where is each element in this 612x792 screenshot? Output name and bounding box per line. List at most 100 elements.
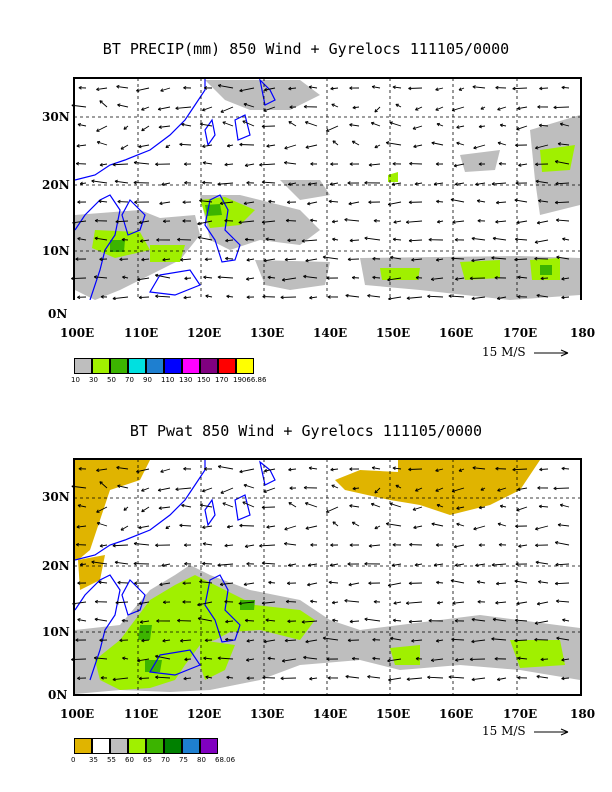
wind-arrow-icon bbox=[305, 144, 318, 149]
wind-arrow-icon bbox=[372, 467, 381, 470]
wind-arrowhead-icon bbox=[412, 126, 417, 130]
wind-arrow-icon bbox=[344, 600, 360, 603]
wind-arrowhead-icon bbox=[309, 295, 313, 300]
wind-arrowhead-icon bbox=[390, 255, 394, 260]
wind-arrowhead-icon bbox=[219, 201, 224, 206]
wind-arrow-icon bbox=[478, 125, 486, 128]
wind-arrow-icon bbox=[181, 123, 192, 127]
wind-arrowhead-icon bbox=[392, 237, 397, 242]
panel1-title: BT PRECIP(mm) 850 Wind + Gyrelocs 111105… bbox=[102, 40, 510, 58]
panel2-scale-arrow-icon bbox=[534, 728, 569, 736]
wind-arrowhead-icon bbox=[184, 657, 188, 662]
wind-arrow-icon bbox=[158, 125, 171, 128]
wind-arrowhead-icon bbox=[516, 601, 520, 606]
wind-arrow-icon bbox=[348, 582, 360, 586]
wind-arrow-icon bbox=[202, 144, 213, 147]
wind-arrow-icon bbox=[539, 124, 549, 127]
wind-arrowhead-icon bbox=[244, 237, 249, 242]
wind-arrowhead-icon bbox=[138, 676, 142, 681]
wind-arrow-icon bbox=[515, 619, 528, 622]
wind-arrow-icon bbox=[455, 658, 465, 661]
wind-arrow-icon bbox=[217, 657, 234, 660]
wind-arrowhead-icon bbox=[349, 504, 353, 508]
wind-arrowhead-icon bbox=[141, 127, 145, 132]
wind-arrow-icon bbox=[141, 106, 150, 111]
wind-arrowhead-icon bbox=[331, 219, 336, 224]
wind-arrowhead-icon bbox=[305, 526, 309, 530]
wind-arrowhead-icon bbox=[480, 487, 484, 491]
wind-arrowhead-icon bbox=[561, 466, 565, 471]
wind-arrowhead-icon bbox=[499, 504, 504, 509]
wind-arrow-icon bbox=[141, 639, 150, 642]
wind-arrow-icon bbox=[456, 125, 465, 128]
wind-arrowhead-icon bbox=[243, 102, 247, 107]
wind-arrowhead-icon bbox=[512, 86, 516, 91]
wind-arrow-icon bbox=[98, 200, 108, 203]
wind-arrow-icon bbox=[160, 87, 171, 92]
wind-arrowhead-icon bbox=[329, 182, 333, 186]
wind-arrowhead-icon bbox=[204, 257, 208, 262]
wind-arrowhead-icon bbox=[288, 467, 292, 472]
wind-arrow-icon bbox=[392, 86, 402, 89]
wind-arrowhead-icon bbox=[408, 86, 412, 91]
wind-arrow-icon bbox=[288, 468, 297, 471]
wind-arrow-icon bbox=[331, 484, 339, 489]
wind-arrowhead-icon bbox=[217, 563, 221, 567]
wind-arrowhead-icon bbox=[559, 503, 564, 508]
wind-arrowhead-icon bbox=[391, 563, 395, 567]
wind-arrowhead-icon bbox=[344, 217, 348, 222]
wind-arrow-icon bbox=[536, 294, 549, 298]
wind-arrowhead-icon bbox=[217, 656, 221, 660]
wind-arrow-icon bbox=[305, 639, 318, 643]
wind-arrow-icon bbox=[227, 144, 234, 147]
wind-arrow-icon bbox=[112, 163, 129, 166]
wind-arrowhead-icon bbox=[286, 581, 291, 586]
wind-arrowhead-icon bbox=[183, 467, 187, 471]
wind-arrow-icon bbox=[390, 256, 402, 260]
wind-arrow-icon bbox=[517, 106, 528, 110]
wind-arrowhead-icon bbox=[280, 295, 284, 300]
wind-arrowhead-icon bbox=[205, 675, 209, 680]
wind-arrowhead-icon bbox=[204, 638, 208, 643]
wind-arrowhead-icon bbox=[476, 580, 481, 584]
wind-arrowhead-icon bbox=[478, 543, 482, 547]
wind-arrow-icon bbox=[205, 676, 213, 679]
wind-arrow-icon bbox=[161, 182, 171, 186]
wind-arrowhead-icon bbox=[514, 257, 518, 262]
wind-arrowhead-icon bbox=[96, 521, 101, 526]
wind-arrowhead-icon bbox=[177, 237, 181, 242]
wind-arrow-icon bbox=[162, 258, 171, 261]
wind-arrow-icon bbox=[266, 525, 276, 528]
wind-arrowhead-icon bbox=[263, 489, 267, 493]
wind-arrowhead-icon bbox=[517, 675, 521, 680]
wind-arrow-icon bbox=[431, 142, 444, 146]
wind-arrowhead-icon bbox=[436, 503, 441, 508]
wind-arrowhead-icon bbox=[175, 487, 179, 492]
wind-arrow-icon bbox=[352, 140, 360, 146]
wind-arrow-icon bbox=[364, 618, 381, 622]
wind-arrow-icon bbox=[538, 581, 549, 584]
wind-arrow-icon bbox=[561, 86, 570, 89]
wind-arrowhead-icon bbox=[141, 107, 145, 111]
wind-arrowhead-icon bbox=[117, 580, 121, 585]
wind-arrow-icon bbox=[139, 677, 150, 680]
wind-arrowhead-icon bbox=[491, 637, 495, 641]
wind-arrowhead-icon bbox=[515, 524, 519, 529]
wind-arrowhead-icon bbox=[453, 163, 457, 168]
wind-arrow-icon bbox=[288, 121, 297, 127]
wind-arrowhead-icon bbox=[561, 276, 565, 281]
wind-arrow-icon bbox=[202, 162, 213, 165]
panel1-xtick: 130E bbox=[250, 326, 285, 340]
wind-arrowhead-icon bbox=[264, 468, 268, 473]
wind-arrowhead-icon bbox=[436, 600, 441, 605]
wind-arrow-icon bbox=[184, 277, 192, 280]
wind-arrow-icon bbox=[225, 239, 234, 242]
wind-arrowhead-icon bbox=[430, 277, 435, 281]
wind-arrow-icon bbox=[387, 658, 402, 662]
wind-arrowhead-icon bbox=[496, 296, 501, 300]
wind-arrow-icon bbox=[184, 658, 192, 661]
wind-arrowhead-icon bbox=[99, 100, 103, 104]
wind-arrow-icon bbox=[495, 220, 507, 223]
wind-arrow-icon bbox=[227, 525, 234, 528]
wind-arrow-icon bbox=[139, 296, 150, 299]
